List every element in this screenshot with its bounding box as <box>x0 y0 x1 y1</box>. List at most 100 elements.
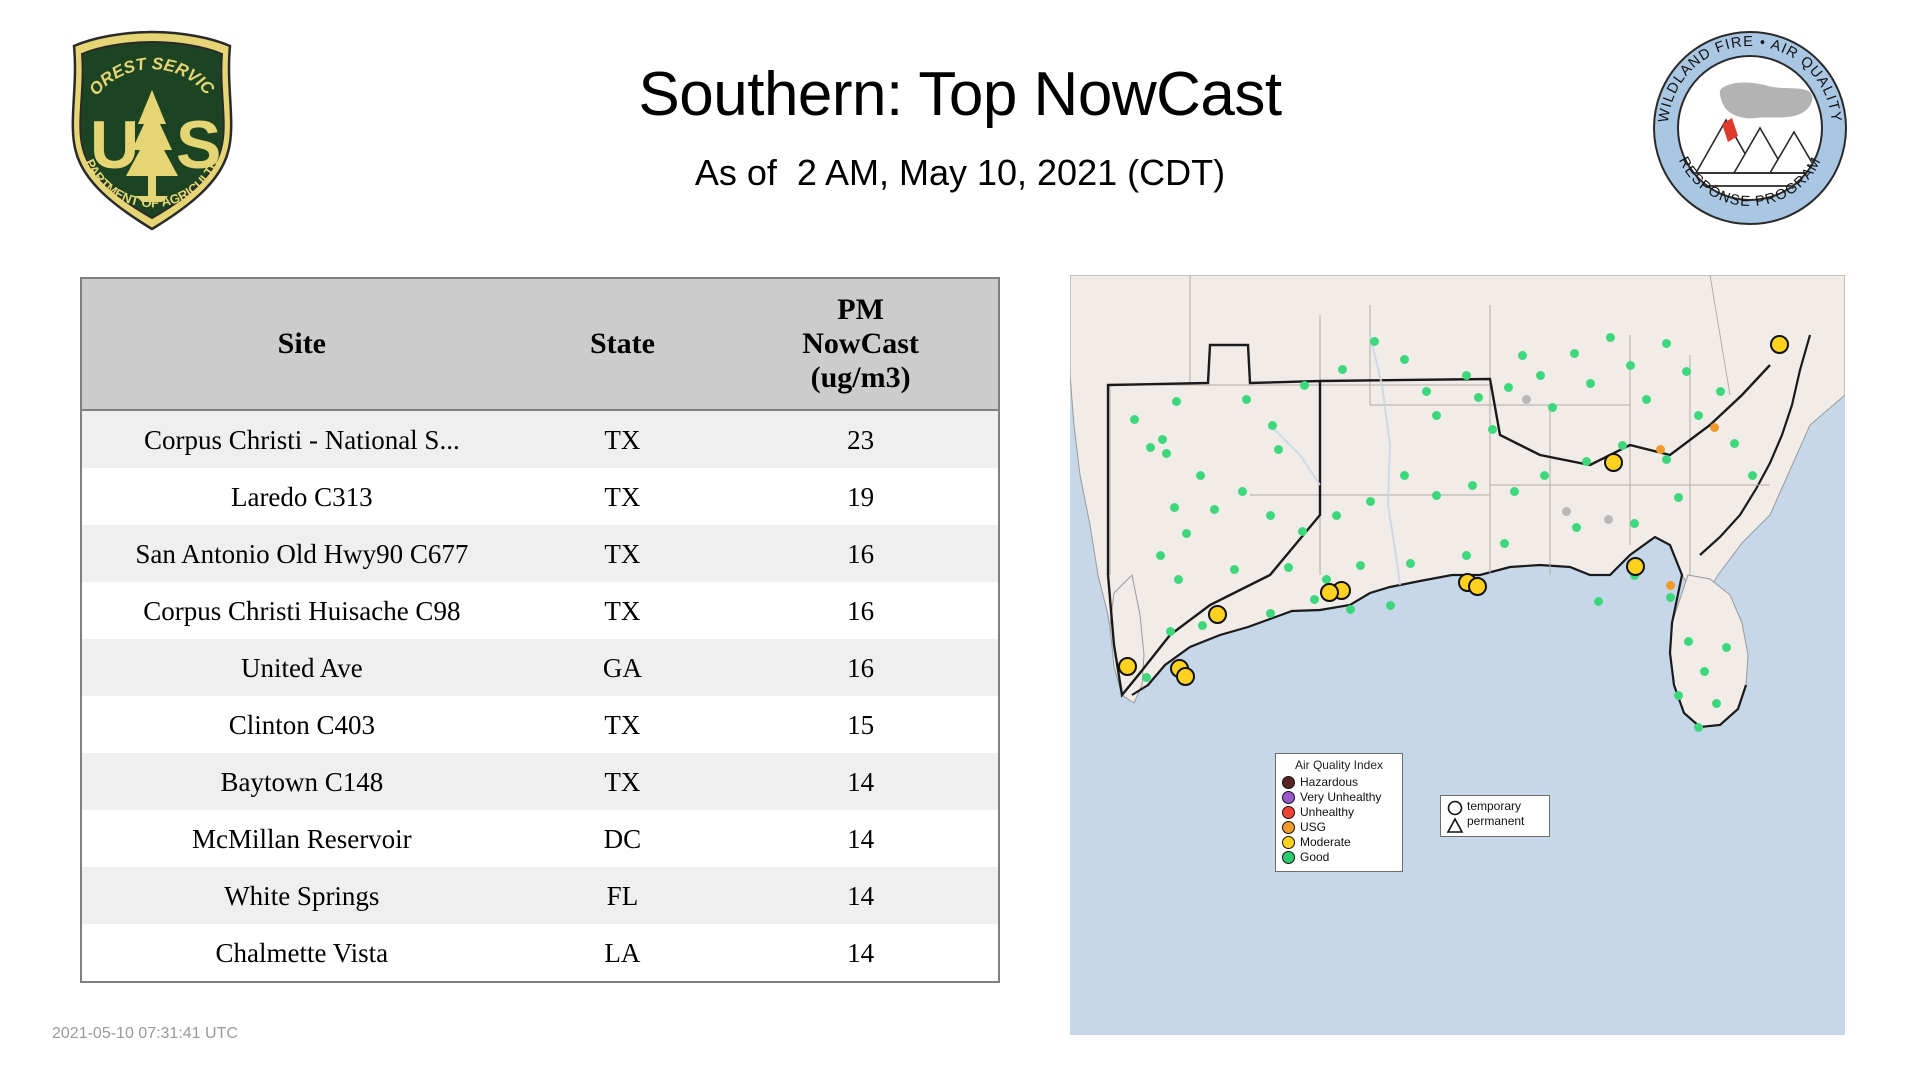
map-monitor-good[interactable] <box>1536 371 1545 380</box>
map-monitor-good[interactable] <box>1586 379 1595 388</box>
map-monitor-nodata[interactable] <box>1562 507 1571 516</box>
map-monitor-good[interactable] <box>1158 435 1167 444</box>
table-row[interactable]: Clinton C403 TX 15 <box>82 696 998 753</box>
map-monitor-good[interactable] <box>1172 397 1181 406</box>
map-monitor-good[interactable] <box>1370 337 1379 346</box>
map-monitor-good[interactable] <box>1662 455 1671 464</box>
column-header-site[interactable]: Site <box>82 279 522 411</box>
table-row[interactable]: White Springs FL 14 <box>82 867 998 924</box>
map-monitor-good[interactable] <box>1162 449 1171 458</box>
map-monitor-moderate[interactable] <box>1468 577 1487 596</box>
table-row[interactable]: Baytown C148 TX 14 <box>82 753 998 810</box>
map-monitor-good[interactable] <box>1322 575 1331 584</box>
map-monitor-good[interactable] <box>1488 425 1497 434</box>
map-monitor-good[interactable] <box>1694 723 1703 732</box>
map-monitor-good[interactable] <box>1570 349 1579 358</box>
map-monitor-moderate[interactable] <box>1320 583 1339 602</box>
map-monitor-good[interactable] <box>1174 575 1183 584</box>
map-monitor-good[interactable] <box>1338 365 1347 374</box>
map-monitor-good[interactable] <box>1722 643 1731 652</box>
map-monitor-good[interactable] <box>1182 529 1191 538</box>
map-monitor-good[interactable] <box>1386 601 1395 610</box>
column-header-state[interactable]: State <box>521 279 724 411</box>
map-monitor-good[interactable] <box>1238 487 1247 496</box>
map-monitor-good[interactable] <box>1268 421 1277 430</box>
map-monitor-good[interactable] <box>1266 609 1275 618</box>
map-monitor-usg[interactable] <box>1656 445 1665 454</box>
map-monitor-good[interactable] <box>1400 471 1409 480</box>
map-monitor-good[interactable] <box>1504 383 1513 392</box>
map-monitor-usg[interactable] <box>1666 581 1675 590</box>
table-row[interactable]: Chalmette Vista LA 14 <box>82 924 998 981</box>
map-monitor-good[interactable] <box>1146 443 1155 452</box>
map-monitor-good[interactable] <box>1748 471 1757 480</box>
map-monitor-good[interactable] <box>1674 691 1683 700</box>
map-monitor-good[interactable] <box>1432 491 1441 500</box>
map-monitor-moderate[interactable] <box>1208 605 1227 624</box>
map-monitor-good[interactable] <box>1284 563 1293 572</box>
map-monitor-good[interactable] <box>1170 503 1179 512</box>
map-monitor-good[interactable] <box>1540 471 1549 480</box>
map-monitor-good[interactable] <box>1310 595 1319 604</box>
map-monitor-nodata[interactable] <box>1522 395 1531 404</box>
map-monitor-good[interactable] <box>1198 621 1207 630</box>
column-header-pm-nowcast[interactable]: PM NowCast (ug/m3) <box>723 279 998 411</box>
map-monitor-moderate[interactable] <box>1770 335 1789 354</box>
map-monitor-good[interactable] <box>1230 565 1239 574</box>
map-monitor-good[interactable] <box>1626 361 1635 370</box>
map-monitor-moderate[interactable] <box>1604 453 1623 472</box>
map-monitor-good[interactable] <box>1346 605 1355 614</box>
map-monitor-good[interactable] <box>1510 487 1519 496</box>
map-monitor-moderate[interactable] <box>1118 657 1137 676</box>
map-monitor-moderate[interactable] <box>1626 557 1645 576</box>
map-monitor-good[interactable] <box>1716 387 1725 396</box>
map-monitor-good[interactable] <box>1332 511 1341 520</box>
map-monitor-good[interactable] <box>1300 381 1309 390</box>
table-row[interactable]: Corpus Christi Huisache C98 TX 16 <box>82 582 998 639</box>
map-monitor-good[interactable] <box>1266 511 1275 520</box>
table-row[interactable]: McMillan Reservoir DC 14 <box>82 810 998 867</box>
map-monitor-good[interactable] <box>1406 559 1415 568</box>
map-monitor-good[interactable] <box>1730 439 1739 448</box>
map-monitor-good[interactable] <box>1684 637 1693 646</box>
map-monitor-good[interactable] <box>1630 519 1639 528</box>
map-monitor-good[interactable] <box>1594 597 1603 606</box>
map-monitor-good[interactable] <box>1662 339 1671 348</box>
map-monitor-usg[interactable] <box>1710 423 1719 432</box>
map-monitor-good[interactable] <box>1674 493 1683 502</box>
map-monitor-good[interactable] <box>1548 403 1557 412</box>
map-monitor-good[interactable] <box>1210 505 1219 514</box>
map-monitor-good[interactable] <box>1572 523 1581 532</box>
map-monitor-good[interactable] <box>1274 445 1283 454</box>
map-monitor-good[interactable] <box>1298 527 1307 536</box>
map-monitor-good[interactable] <box>1366 497 1375 506</box>
map-monitor-good[interactable] <box>1712 699 1721 708</box>
map-monitor-good[interactable] <box>1694 411 1703 420</box>
map-monitor-good[interactable] <box>1468 481 1477 490</box>
map-monitor-good[interactable] <box>1700 667 1709 676</box>
map-monitor-good[interactable] <box>1582 457 1591 466</box>
map-monitor-good[interactable] <box>1474 393 1483 402</box>
map-monitor-moderate[interactable] <box>1176 667 1195 686</box>
table-row[interactable]: United Ave GA 16 <box>82 639 998 696</box>
map-monitor-good[interactable] <box>1432 411 1441 420</box>
map-monitor-good[interactable] <box>1196 471 1205 480</box>
map-monitor-good[interactable] <box>1642 395 1651 404</box>
map-monitor-good[interactable] <box>1242 395 1251 404</box>
map-monitor-good[interactable] <box>1462 551 1471 560</box>
map-monitor-good[interactable] <box>1618 441 1627 450</box>
table-row[interactable]: San Antonio Old Hwy90 C677 TX 16 <box>82 525 998 582</box>
map-monitor-good[interactable] <box>1356 561 1365 570</box>
map-monitor-good[interactable] <box>1130 415 1139 424</box>
table-row[interactable]: Laredo C313 TX 19 <box>82 468 998 525</box>
air-quality-map[interactable]: Air Quality Index Hazardous Very Unhealth… <box>1070 275 1845 1035</box>
map-monitor-good[interactable] <box>1462 371 1471 380</box>
map-monitor-good[interactable] <box>1666 593 1675 602</box>
map-monitor-good[interactable] <box>1422 387 1431 396</box>
map-monitor-good[interactable] <box>1682 367 1691 376</box>
map-monitor-good[interactable] <box>1142 673 1151 682</box>
map-monitor-good[interactable] <box>1400 355 1409 364</box>
map-monitor-good[interactable] <box>1606 333 1615 342</box>
map-monitor-good[interactable] <box>1518 351 1527 360</box>
map-monitor-good[interactable] <box>1500 539 1509 548</box>
